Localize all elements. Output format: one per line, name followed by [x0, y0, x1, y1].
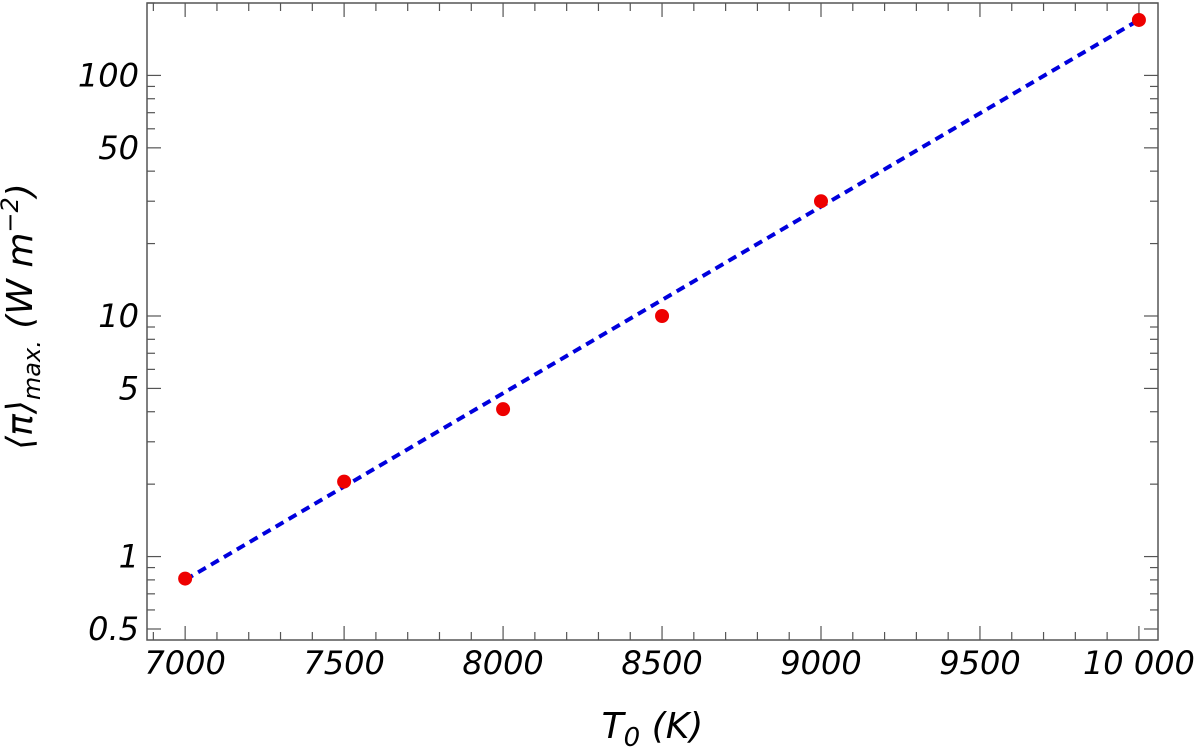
y-axis-label-close: ): [0, 183, 41, 200]
y-tick-label: 1: [119, 538, 139, 576]
x-axis-label: T0 (K): [602, 706, 704, 752]
y-axis-label-sup: −2: [0, 197, 24, 232]
x-axis-label-sub: 0: [624, 723, 641, 752]
y-axis-label: ⟨π⟩max. (W m−2): [0, 183, 46, 450]
data-points-layer: [178, 12, 1146, 586]
data-point: [337, 474, 352, 489]
tick-labels-layer: 7000 7500 8000 8500 9000 9500 10 000 0.5 1 5 10 50 1…: [78, 56, 1195, 682]
data-point: [496, 402, 511, 417]
x-tick-label: 8500: [621, 644, 702, 682]
ticks-layer: [147, 2, 1158, 640]
fit-line-layer: [184, 18, 1140, 582]
x-axis-label-base: T: [602, 706, 627, 747]
x-tick-label: 9500: [939, 644, 1020, 682]
x-tick-label: 7500: [303, 644, 384, 682]
y-tick-label: 10: [98, 297, 139, 335]
y-tick-label: 100: [78, 56, 139, 94]
y-axis-label-sub: max.: [18, 340, 46, 400]
x-tick-label: 9000: [780, 644, 861, 682]
data-point: [1131, 12, 1146, 27]
x-tick-label: 8000: [462, 644, 543, 682]
data-point: [814, 194, 828, 209]
y-axis-label-rest: (W m: [0, 233, 41, 341]
plot-frame: [146, 2, 1159, 641]
x-tick-label: 7000: [144, 644, 225, 682]
y-tick-label: 50: [98, 129, 139, 167]
y-tick-label: 0.5: [88, 610, 139, 648]
y-tick-label: 5: [119, 369, 139, 407]
data-point: [655, 308, 670, 323]
x-axis-label-rest: (K): [640, 706, 703, 747]
y-axis-label-base: ⟨π⟩: [0, 400, 41, 450]
x-tick-label: 10 000: [1083, 644, 1195, 682]
data-point: [178, 571, 193, 586]
fit-line: [184, 18, 1140, 582]
